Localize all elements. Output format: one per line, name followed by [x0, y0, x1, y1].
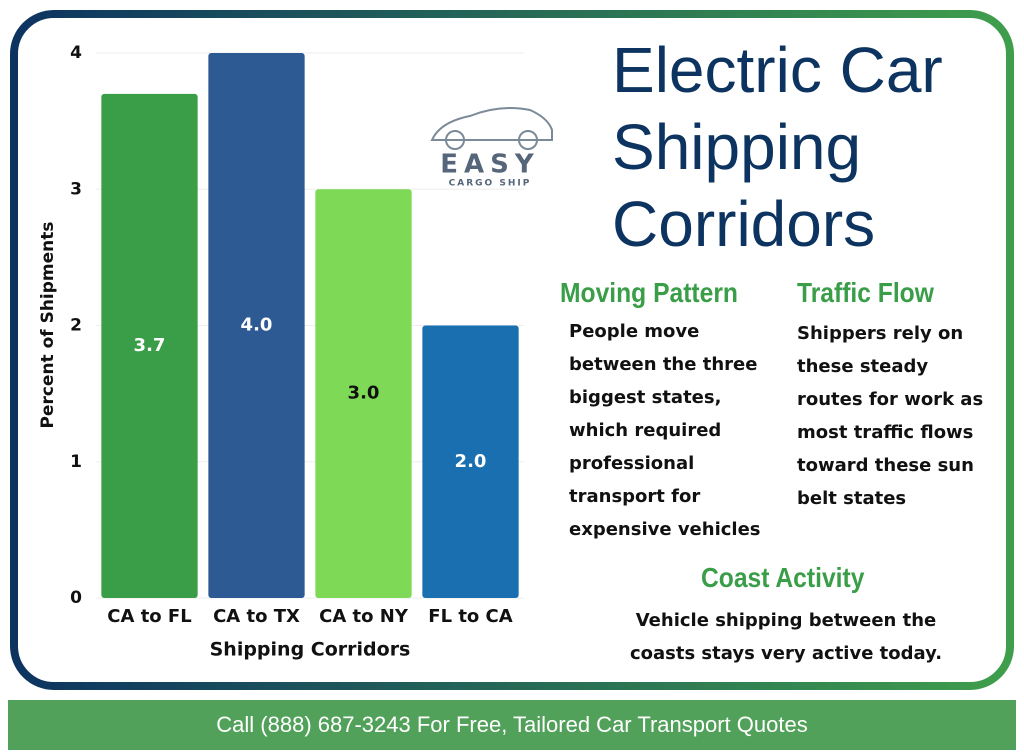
y-tick-label: 2 — [70, 316, 82, 336]
y-tick-label: 0 — [70, 588, 82, 608]
y-axis-label: Percent of Shipments — [38, 221, 58, 428]
y-tick-label: 4 — [70, 43, 82, 63]
y-tick-label: 1 — [70, 452, 82, 472]
x-tick-label: CA to NY — [319, 606, 409, 627]
value-label: 4.0 — [241, 315, 273, 336]
y-tick-label: 3 — [70, 179, 82, 199]
logo-car — [430, 107, 553, 150]
section-heading: Moving Pattern — [560, 277, 738, 308]
footer-banner: Call (888) 687-3243 For Free, Tailored C… — [8, 700, 1016, 750]
bar — [101, 93, 198, 598]
x-axis-label: Shipping Corridors — [210, 639, 411, 661]
bar — [208, 53, 305, 598]
value-label: 3.0 — [348, 383, 380, 404]
frame — [10, 10, 1014, 690]
value-label: 2.0 — [455, 451, 487, 472]
bar — [315, 189, 412, 598]
section-text: Shippers rely on these steady routes for… — [797, 323, 984, 509]
x-tick-label: CA to TX — [213, 606, 300, 627]
section-text: People move between the three biggest st… — [569, 321, 761, 540]
x-tick-label: FL to CA — [428, 606, 512, 627]
section-heading: Traffic Flow — [797, 277, 934, 308]
bar — [422, 325, 519, 598]
logo-tagline: CARGO SHIP — [449, 179, 532, 189]
logo-name: EASY — [440, 150, 539, 180]
section-text: Vehicle shipping between the coasts stay… — [629, 610, 943, 664]
title: Electric Car Shipping Corridors — [612, 34, 943, 260]
section-heading: Coast Activity — [701, 562, 865, 593]
value-label: 3.7 — [134, 335, 166, 356]
x-tick-label: CA to FL — [107, 606, 191, 627]
